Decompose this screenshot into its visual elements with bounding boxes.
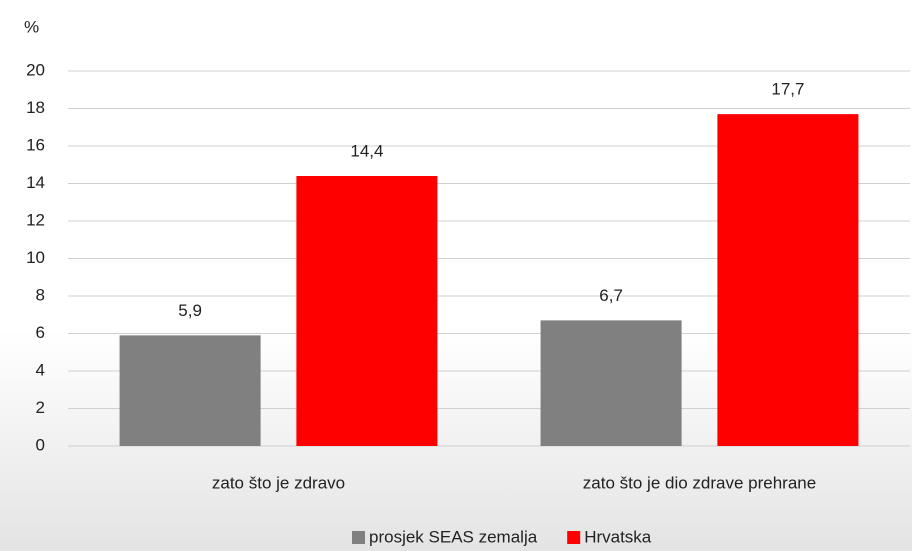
data-label: 14,4 [350,141,383,160]
y-axis-label: % [24,17,39,36]
data-label: 6,7 [599,286,623,305]
y-tick-label: 10 [26,248,45,267]
y-tick-label: 12 [26,210,45,229]
y-tick-label: 4 [36,360,45,379]
y-tick-label: 2 [36,398,45,417]
y-tick-label: 18 [26,98,45,117]
data-label: 5,9 [178,301,202,320]
x-tick-label: zato što je dio zdrave prehrane [583,473,816,492]
legend-label: prosjek SEAS zemalja [369,527,538,546]
y-tick-label: 0 [36,435,45,454]
bar [540,320,682,446]
bar [119,335,261,446]
y-tick-label: 14 [26,173,45,192]
y-tick-label: 8 [36,285,45,304]
legend-label: Hrvatska [584,527,652,546]
x-tick-label: zato što je zdravo [212,473,345,492]
bar [296,176,438,446]
y-tick-label: 20 [26,60,45,79]
bar [717,114,859,446]
legend-swatch [352,531,365,544]
data-label: 17,7 [771,80,804,99]
y-tick-label: 6 [36,323,45,342]
legend-swatch [567,531,581,544]
y-tick-label: 16 [26,135,45,154]
